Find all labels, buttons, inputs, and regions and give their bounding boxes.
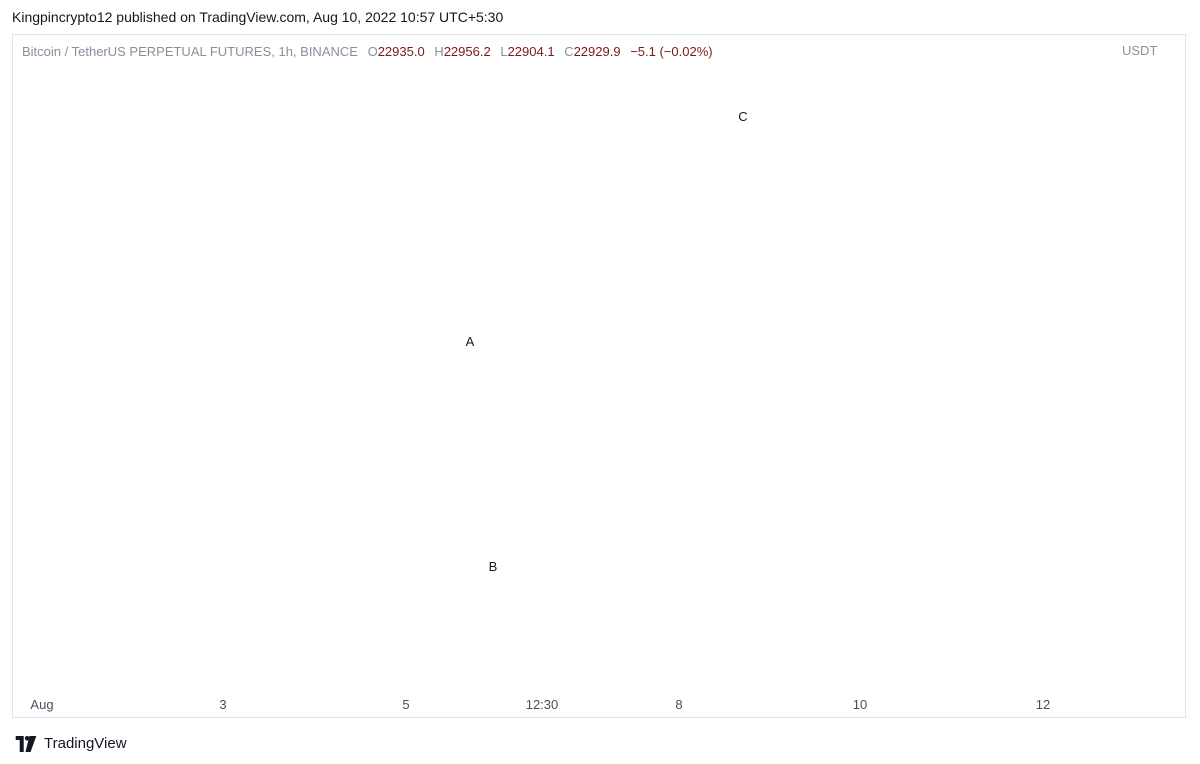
x-tick-label: 10: [853, 697, 867, 712]
open-value: 22935.0: [377, 44, 425, 59]
wave-label-a: A: [466, 334, 475, 349]
open-key: O: [367, 44, 378, 59]
high-key: H: [434, 44, 444, 59]
x-tick-label: 8: [675, 697, 682, 712]
footer-brand[interactable]: TradingView: [14, 735, 127, 752]
footer-brand-label: TradingView: [44, 735, 127, 752]
chart-frame: [12, 34, 1186, 718]
currency-label: USDT: [1122, 43, 1158, 58]
published-credit: Kingpincrypto12 published on TradingView…: [12, 9, 504, 25]
symbol-legend: Bitcoin / TetherUS PERPETUAL FUTURES, 1h…: [22, 44, 713, 59]
low-value: 22904.1: [507, 44, 555, 59]
close-value: 22929.9: [573, 44, 621, 59]
change-value: −5.1 (−0.02%): [630, 44, 713, 59]
high-value: 22956.2: [443, 44, 491, 59]
x-tick-label: 5: [402, 697, 409, 712]
wave-label-b: B: [489, 559, 498, 574]
x-tick-label: 12:30: [526, 697, 559, 712]
tradingview-logo-icon: [15, 735, 37, 752]
close-key: C: [564, 44, 574, 59]
x-tick-label: Aug: [30, 697, 53, 712]
x-tick-label: 3: [219, 697, 226, 712]
symbol-title: Bitcoin / TetherUS PERPETUAL FUTURES, 1h…: [22, 44, 358, 59]
low-key: L: [500, 44, 508, 59]
wave-label-c: C: [738, 109, 747, 124]
x-tick-label: 12: [1036, 697, 1050, 712]
